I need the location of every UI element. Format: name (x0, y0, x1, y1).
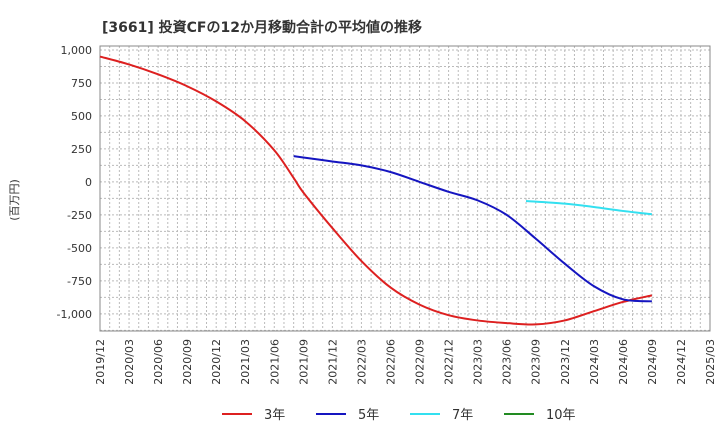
chart-title: [3661] 投資CFの12か月移動合計の平均値の推移 (102, 19, 422, 36)
y-tick-label: -250 (67, 209, 92, 222)
x-tick-label: 2021/03 (239, 339, 252, 385)
y-tick-label: -500 (67, 242, 92, 255)
x-tick-label: 2024/06 (617, 339, 630, 385)
x-tick-labels: 2019/12 2020/03 2020/06 2020/09 2020/12 2021/… (94, 339, 717, 385)
y-tick-label: 0 (85, 176, 92, 189)
x-tick-label: 2024/03 (588, 339, 601, 385)
legend-label: 3年 (264, 408, 285, 423)
y-tick-label: 500 (71, 110, 92, 123)
legend: 3年 5年 7年 10年 (222, 408, 576, 423)
x-tick-label: 2020/03 (123, 339, 136, 385)
y-tick-label: 250 (71, 143, 92, 156)
series-line-3年 (99, 55, 653, 326)
x-tick-label: 2021/09 (297, 339, 310, 385)
x-tick-label: 2025/03 (704, 339, 717, 385)
legend-label: 7年 (452, 408, 473, 423)
plot-frame (99, 45, 711, 332)
x-tick-label: 2022/03 (355, 339, 368, 385)
y-tick-label: -750 (67, 275, 92, 288)
legend-label: 5年 (358, 408, 379, 423)
x-tick-label: 2022/06 (384, 339, 397, 385)
x-tick-label: 2023/09 (530, 339, 543, 385)
x-tick-label: 2020/12 (210, 339, 223, 385)
x-tick-label: 2022/12 (443, 339, 456, 385)
x-tick-label: 2021/12 (326, 339, 339, 385)
x-tick-label: 2020/06 (152, 339, 165, 385)
x-tick-label: 2024/12 (675, 339, 688, 385)
x-tick-label: 2024/09 (646, 339, 659, 385)
series-line-5年 (293, 155, 652, 303)
x-tick-label: 2023/12 (559, 339, 572, 385)
x-tick-label: 2019/12 (94, 339, 107, 385)
y-tick-label: 1,000 (61, 44, 93, 57)
series-line-7年 (525, 200, 653, 216)
y-tick-labels: 1,000 750 500 250 0 -250 -500 -750 -1,000 (57, 44, 92, 321)
y-tick-label: -1,000 (57, 308, 92, 321)
x-tick-label: 2022/09 (414, 339, 427, 385)
x-tick-label: 2020/09 (181, 339, 194, 385)
y-axis-label: (百万円) (8, 179, 21, 221)
x-tick-label: 2023/03 (472, 339, 485, 385)
series-lines (99, 55, 653, 326)
grid-lines (99, 46, 711, 331)
legend-label: 10年 (546, 408, 576, 423)
x-tick-label: 2023/06 (501, 339, 514, 385)
y-tick-label: 750 (71, 77, 92, 90)
x-tick-label: 2021/06 (268, 339, 281, 385)
